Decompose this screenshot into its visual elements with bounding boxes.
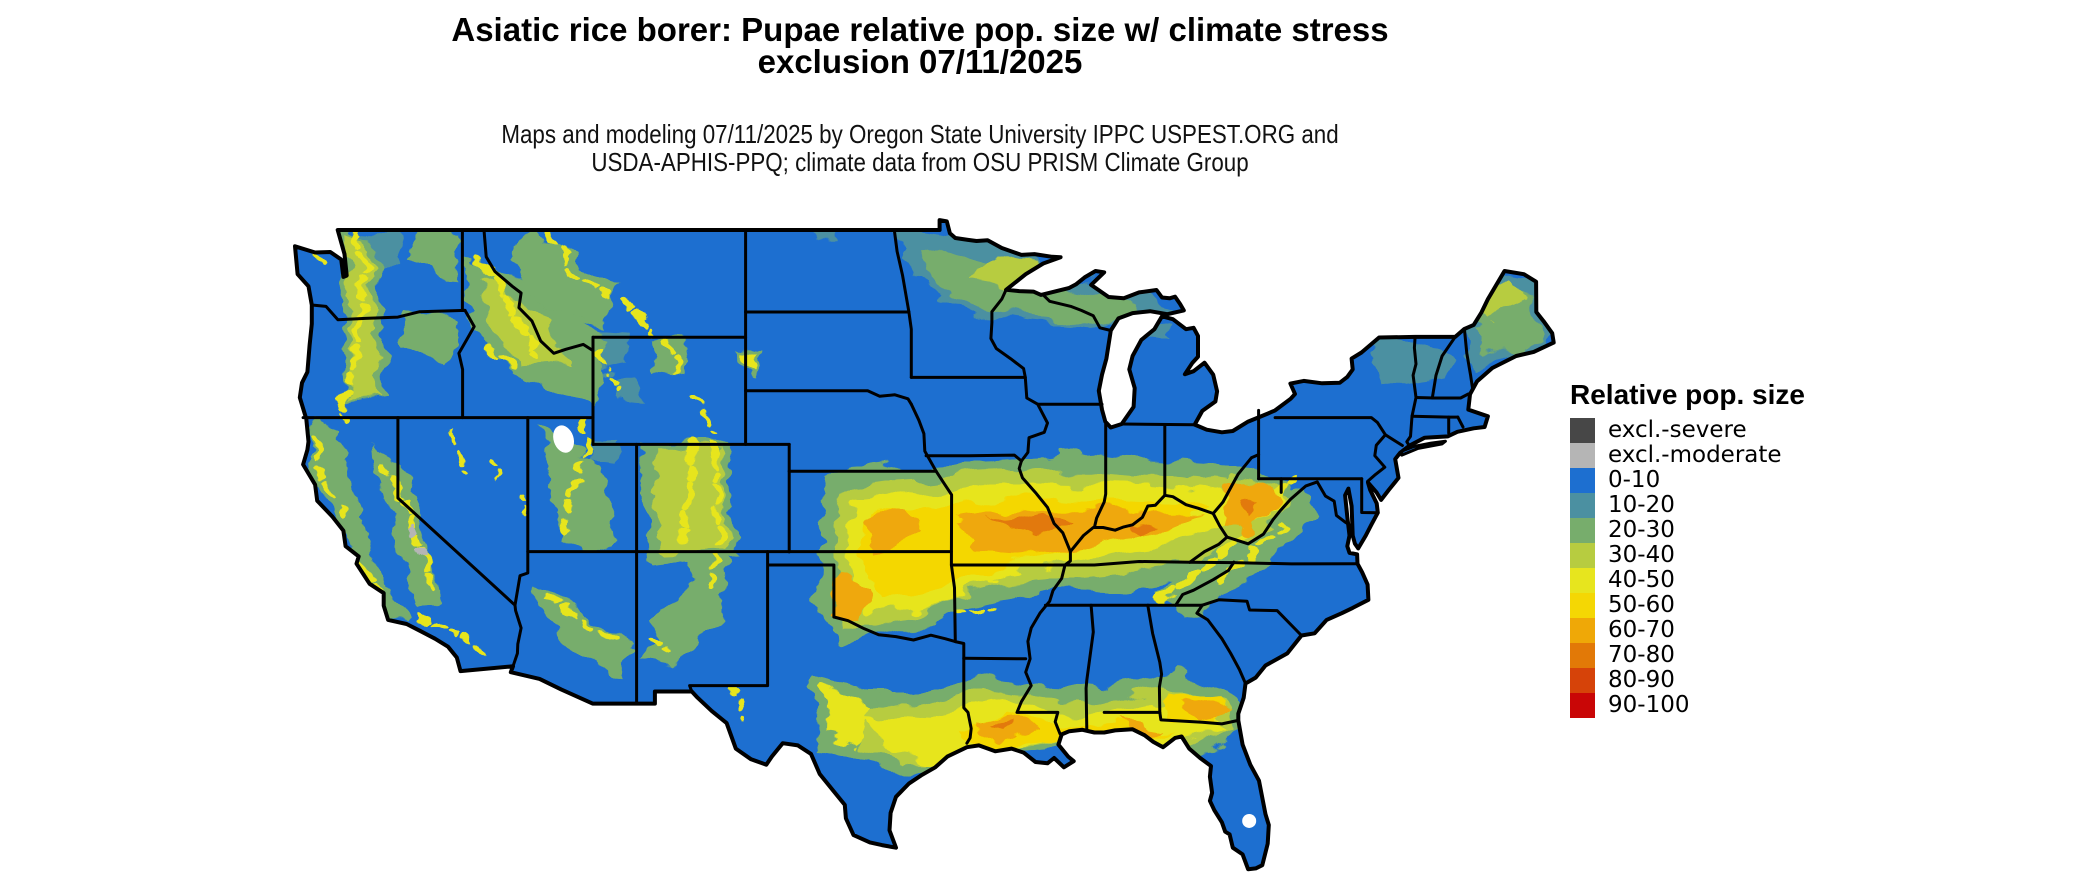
legend-swatch [1570, 593, 1595, 618]
legend-row: 40-50 [1570, 568, 1805, 593]
legend-label: 10-20 [1608, 492, 1675, 518]
legend-swatch [1570, 518, 1595, 543]
legend-label: excl.-moderate [1608, 442, 1782, 468]
map-subtitle: Maps and modeling 07/11/2025 by Oregon S… [129, 120, 1711, 176]
legend-swatch [1570, 543, 1595, 568]
legend-row: 90-100 [1570, 693, 1805, 718]
legend-label: 20-30 [1608, 517, 1675, 543]
legend-row: 80-90 [1570, 668, 1805, 693]
legend-swatch [1570, 693, 1595, 718]
legend-row: 50-60 [1570, 593, 1805, 618]
legend-swatch [1570, 493, 1595, 518]
legend-row: excl.-moderate [1570, 443, 1805, 468]
map-title-line2: exclusion 07/11/2025 [757, 43, 1083, 80]
legend-row: 70-80 [1570, 643, 1805, 668]
legend-row: 20-30 [1570, 518, 1805, 543]
legend-row: 0-10 [1570, 468, 1805, 493]
legend-label: 70-80 [1608, 642, 1675, 668]
legend-swatch [1570, 443, 1595, 468]
legend-row: 60-70 [1570, 618, 1805, 643]
legend-entries: excl.-severe excl.-moderate 0-10 10-20 20-30… [1570, 418, 1805, 718]
map-subtitle-line2: USDA-APHIS-PPQ; climate data from OSU PR… [591, 147, 1249, 177]
map-title: Asiatic rice borer: Pupae relative pop. … [0, 11, 1840, 80]
legend-title: Relative pop. size [1570, 379, 1805, 410]
legend-label: 40-50 [1608, 567, 1675, 593]
legend-label: 30-40 [1608, 542, 1675, 568]
legend-swatch [1570, 668, 1595, 693]
legend: Relative pop. size excl.-severe excl.-mod… [1570, 380, 1805, 718]
legend-label: excl.-severe [1608, 417, 1747, 443]
legend-label: 50-60 [1608, 592, 1675, 618]
legend-label: 60-70 [1608, 617, 1675, 643]
legend-swatch [1570, 643, 1595, 668]
legend-swatch [1570, 568, 1595, 593]
legend-row: 10-20 [1570, 493, 1805, 518]
legend-swatch [1570, 618, 1595, 643]
legend-swatch [1570, 468, 1595, 493]
legend-label: 90-100 [1608, 692, 1690, 718]
legend-label: 80-90 [1608, 667, 1675, 693]
legend-label: 0-10 [1608, 467, 1661, 493]
legend-row: excl.-severe [1570, 418, 1805, 443]
map-subtitle-line1: Maps and modeling 07/11/2025 by Oregon S… [501, 119, 1339, 149]
legend-row: 30-40 [1570, 543, 1805, 568]
legend-swatch [1570, 418, 1595, 443]
map-title-line1: Asiatic rice borer: Pupae relative pop. … [451, 11, 1389, 48]
